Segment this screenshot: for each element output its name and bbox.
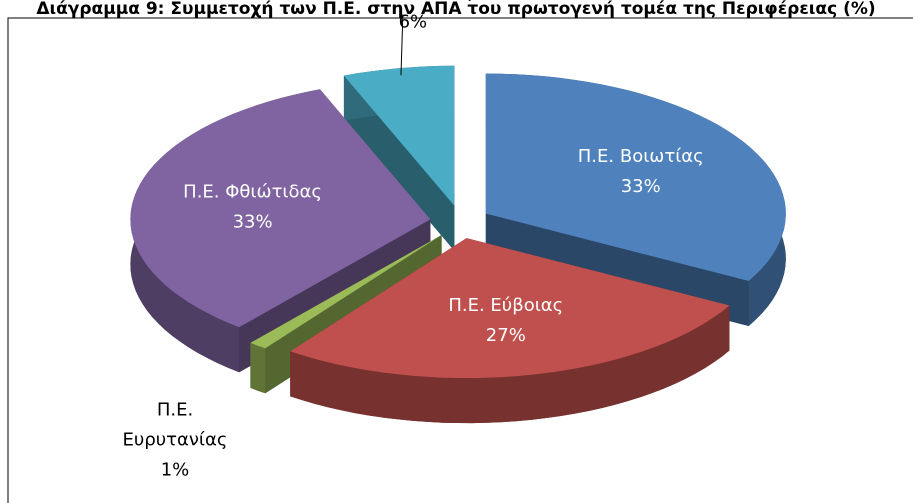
slice-wall: [343, 75, 455, 251]
pie-slice: [343, 65, 455, 251]
slice-value-label: 27%: [486, 325, 526, 346]
pie-slice: [130, 89, 431, 373]
slice-side: [250, 342, 266, 394]
slice-category-label: Π.Ε. Βοιωτίας: [578, 146, 704, 167]
slice-category-label: Π.Ε. Φωκίδας: [352, 0, 473, 2]
slice-top: [290, 238, 730, 379]
slice-value-label: 6%: [399, 11, 428, 32]
chart-title: Διάγραμμα 9: Συμμετοχή των Π.Ε. στην ΑΠΑ…: [36, 0, 875, 19]
slice-value-label: 1%: [161, 459, 190, 480]
slice-side: [290, 305, 730, 424]
slice-category-label: Π.Ε. Εύβοιας: [448, 295, 563, 316]
slice-category-label: Π.Ε. Ευρυτανίας: [123, 399, 228, 450]
pie-slice: [290, 238, 730, 424]
slice-value-label: 33%: [233, 211, 273, 232]
slice-top: [130, 89, 431, 328]
slice-top: [343, 65, 455, 206]
slice-top: [485, 73, 786, 281]
slice-category-label: Π.Ε. Φθιώτιδας: [183, 181, 322, 202]
leader-line: [400, 14, 404, 76]
slice-top: [250, 235, 442, 349]
slice-value-label: 33%: [621, 176, 661, 197]
